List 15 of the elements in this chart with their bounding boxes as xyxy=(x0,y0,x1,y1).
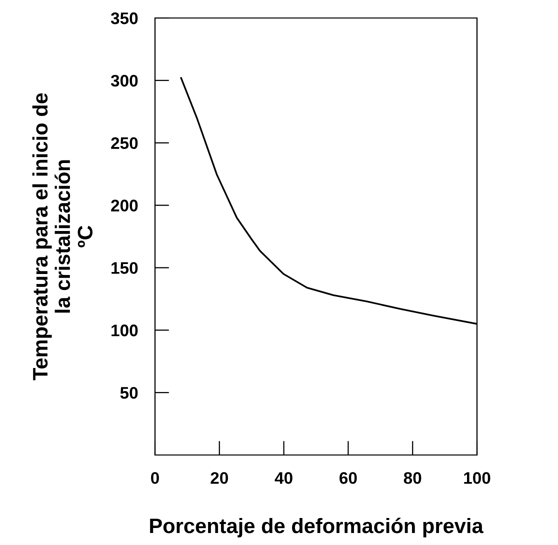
y-tick-label: 350 xyxy=(110,12,138,24)
y-tick-label: 150 xyxy=(112,262,138,274)
y-tick-label: 50 xyxy=(120,386,138,399)
x-tick-label: 20 xyxy=(210,472,228,484)
y-tick-label: 100 xyxy=(112,324,138,336)
x-tick-label: 60 xyxy=(340,472,357,484)
x-tick-label: 100 xyxy=(464,472,490,484)
y-tick-label: 300 xyxy=(110,74,138,87)
x-tick-label: 0 xyxy=(151,472,159,484)
x-tick-label: 80 xyxy=(404,472,422,484)
y-tick-label: 200 xyxy=(111,200,138,212)
x-axis-title: Porcentaje de deformación previa xyxy=(150,518,484,538)
y-axis-title: Temperatura para el inicio de la cristalización ºC xyxy=(32,93,93,380)
y-tick-label: 250 xyxy=(111,137,138,150)
x-tick-label: 40 xyxy=(274,472,292,484)
